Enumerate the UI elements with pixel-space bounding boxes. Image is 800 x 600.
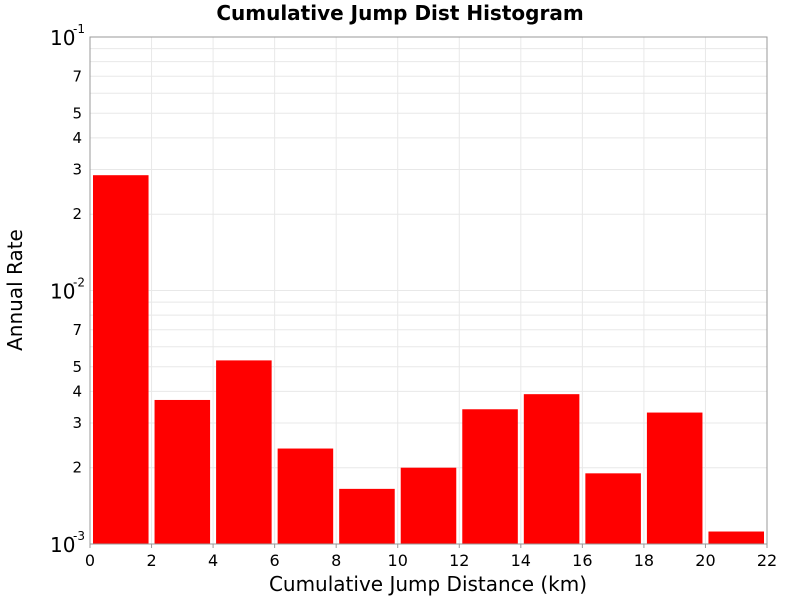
histogram-bar	[462, 409, 518, 544]
x-tick-label: 0	[85, 551, 95, 570]
plot-frame	[89, 36, 768, 545]
x-tick-label: 8	[331, 551, 341, 570]
histogram-bar	[523, 394, 580, 544]
histogram-bar	[216, 360, 272, 544]
y-tick-label-major: 10-3	[50, 529, 85, 557]
bars	[93, 175, 764, 544]
chart-title: Cumulative Jump Dist Histogram	[216, 1, 583, 25]
y-tick-label-minor: 4	[72, 129, 82, 147]
y-tick-label-minor: 3	[72, 161, 82, 179]
grid-lines	[89, 37, 768, 545]
x-tick-label: 10	[388, 551, 408, 570]
histogram-bar	[585, 473, 641, 544]
x-axis-label: Cumulative Jump Distance (km)	[269, 572, 587, 596]
x-tick-label: 2	[146, 551, 156, 570]
x-tick-label: 16	[572, 551, 592, 570]
y-tick-base: 10	[50, 26, 75, 50]
histogram-bar	[277, 448, 334, 544]
x-tick-label: 4	[208, 551, 218, 570]
y-tick-label-minor: 7	[72, 321, 82, 339]
y-tick-label-minor: 7	[72, 67, 82, 85]
y-tick-label-minor: 5	[72, 358, 82, 376]
y-tick-exponent: -1	[73, 22, 85, 36]
y-tick-exponent: -2	[73, 276, 85, 290]
x-tick-label: 14	[511, 551, 531, 570]
y-tick-label-minor: 5	[72, 104, 82, 122]
x-tick-label: 12	[449, 551, 469, 570]
y-tick-label-minor: 3	[72, 414, 82, 432]
y-tick-base: 10	[50, 533, 75, 557]
y-tick-label-major: 10-2	[50, 276, 85, 304]
y-tick-label-major: 10-1	[50, 22, 85, 50]
x-axis-ticks: 0 2 4 6 8 10 12 14 16 18 20 22	[85, 544, 777, 570]
y-tick-label-minor: 2	[72, 205, 82, 223]
y-axis-label: Annual Rate	[3, 229, 27, 351]
x-tick-label: 18	[634, 551, 654, 570]
y-tick-label-minor: 2	[72, 459, 82, 477]
x-tick-label: 20	[695, 551, 715, 570]
histogram-bar	[154, 399, 211, 544]
y-tick-label-minor: 4	[72, 382, 82, 400]
histogram-bar	[93, 175, 149, 544]
y-tick-base: 10	[50, 280, 75, 304]
x-tick-label: 22	[757, 551, 777, 570]
histogram-bar	[646, 412, 703, 544]
y-tick-exponent: -3	[73, 529, 85, 543]
x-tick-label: 6	[270, 551, 280, 570]
histogram-bar	[339, 488, 395, 544]
histogram-bar	[400, 467, 457, 544]
histogram-bar	[708, 531, 764, 544]
